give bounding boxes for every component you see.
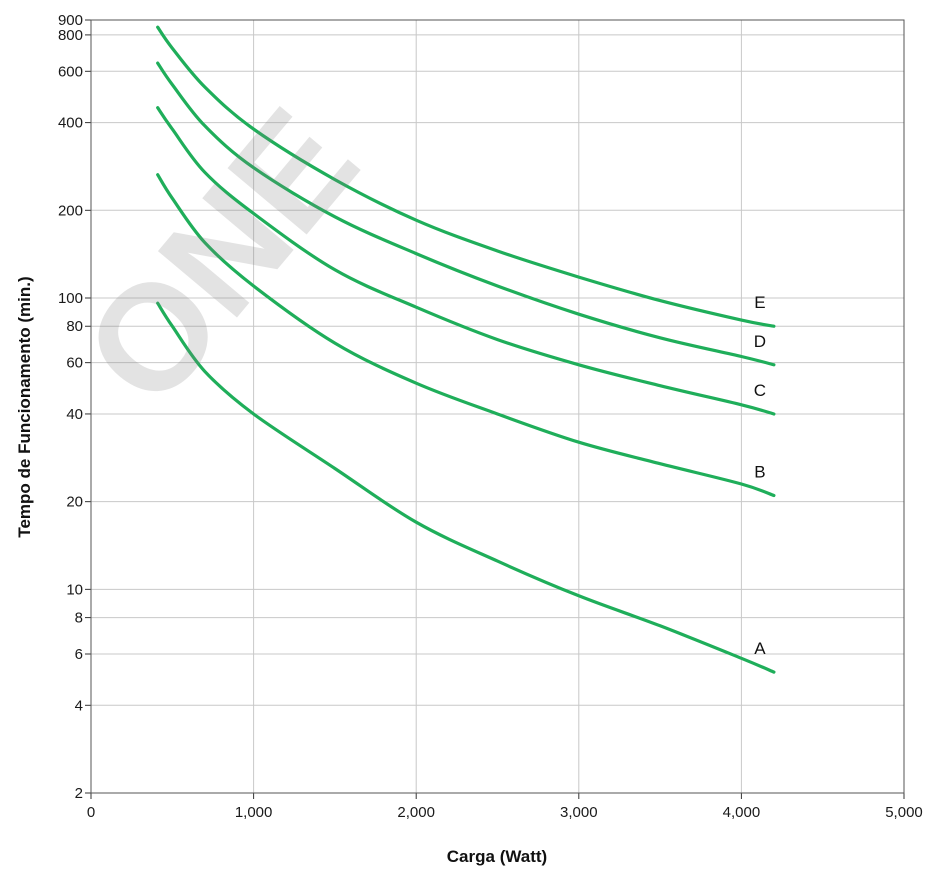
y-tick-label: 100 — [58, 290, 83, 307]
watermark-text: ONE — [51, 78, 389, 435]
series-line-e — [156, 25, 776, 328]
series-label-b: B — [754, 462, 765, 481]
y-tick-label: 80 — [66, 318, 83, 335]
series-label-a: A — [754, 639, 766, 658]
x-axis-title: Carga (Watt) — [447, 847, 547, 866]
y-tick-label: 20 — [66, 494, 83, 511]
y-tick-label: 10 — [66, 581, 83, 598]
y-tick-label: 6 — [75, 646, 83, 663]
y-tick-label: 900 — [58, 12, 83, 29]
x-tick-label: 4,000 — [723, 804, 761, 821]
x-tick-label: 2,000 — [397, 804, 435, 821]
y-tick-label: 8 — [75, 610, 83, 627]
axis-layer: 0 1,000 2,000 3,000 4,000 5,000 2 4 6 8 10 20 40 60 80… — [58, 12, 923, 821]
y-axis-title: Tempo de Funcionamento (min.) — [15, 276, 34, 537]
series-label-c: C — [754, 381, 766, 400]
series-line-a — [156, 301, 776, 674]
series-layer — [156, 25, 776, 674]
label-layer: A B C D E — [754, 293, 766, 658]
y-tick-label: 4 — [75, 697, 83, 714]
series-label-d: D — [754, 332, 766, 351]
y-tick-label: 60 — [66, 355, 83, 372]
x-tick-label: 0 — [87, 804, 95, 821]
series-line-c — [156, 106, 776, 416]
series-line-d — [156, 61, 776, 367]
y-tick-label: 40 — [66, 406, 83, 423]
series-line-b — [156, 173, 776, 498]
plot-frame — [90, 19, 905, 794]
y-tick-label: 400 — [58, 115, 83, 132]
x-tick-label: 1,000 — [235, 804, 273, 821]
y-tick-label: 200 — [58, 202, 83, 219]
series-label-e: E — [754, 293, 765, 312]
y-tick-label: 600 — [58, 63, 83, 80]
y-tick-label: 2 — [75, 785, 83, 802]
x-tick-label: 3,000 — [560, 804, 598, 821]
y-tick-label: 800 — [58, 27, 83, 44]
x-tick-label: 5,000 — [885, 804, 923, 821]
